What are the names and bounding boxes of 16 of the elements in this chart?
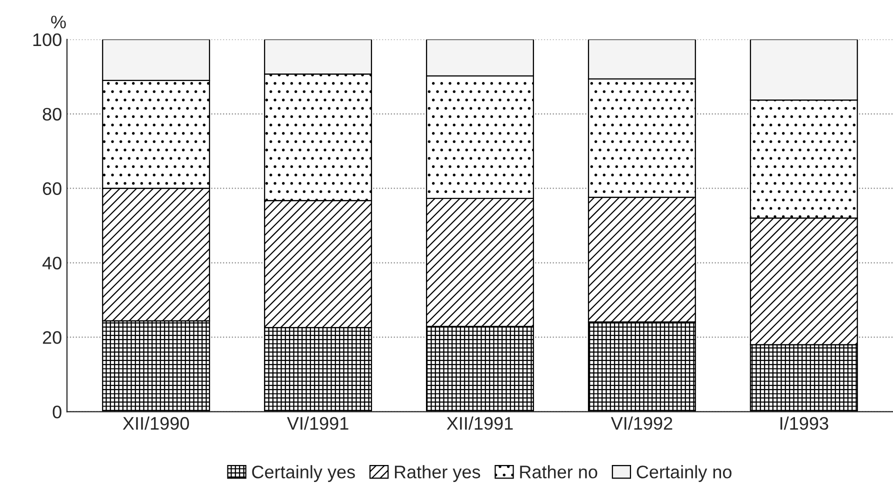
legend-label: Certainly no: [636, 465, 732, 482]
y-tick-label: 40: [42, 256, 62, 270]
legend-label: Rather no: [520, 465, 598, 478]
x-tick-label: I/1993: [780, 416, 828, 430]
y-tick-label: 0: [52, 406, 62, 418]
y-tick-label: 20: [42, 331, 62, 344]
x-tick-label: VI/1991: [286, 416, 348, 430]
x-tick-label: VI/1992: [610, 416, 672, 430]
y-tick-label: 60: [42, 182, 62, 196]
y-tick-label: 100: [33, 33, 62, 46]
x-tick-label: XII/1991: [446, 416, 513, 430]
legend-label: Certainly yes: [252, 465, 355, 482]
y-tick-label: 80: [42, 108, 62, 121]
x-tick-label: XII/1990: [122, 416, 189, 430]
legend-label: Rather yes: [394, 465, 480, 482]
y-axis-title: %: [51, 16, 66, 28]
